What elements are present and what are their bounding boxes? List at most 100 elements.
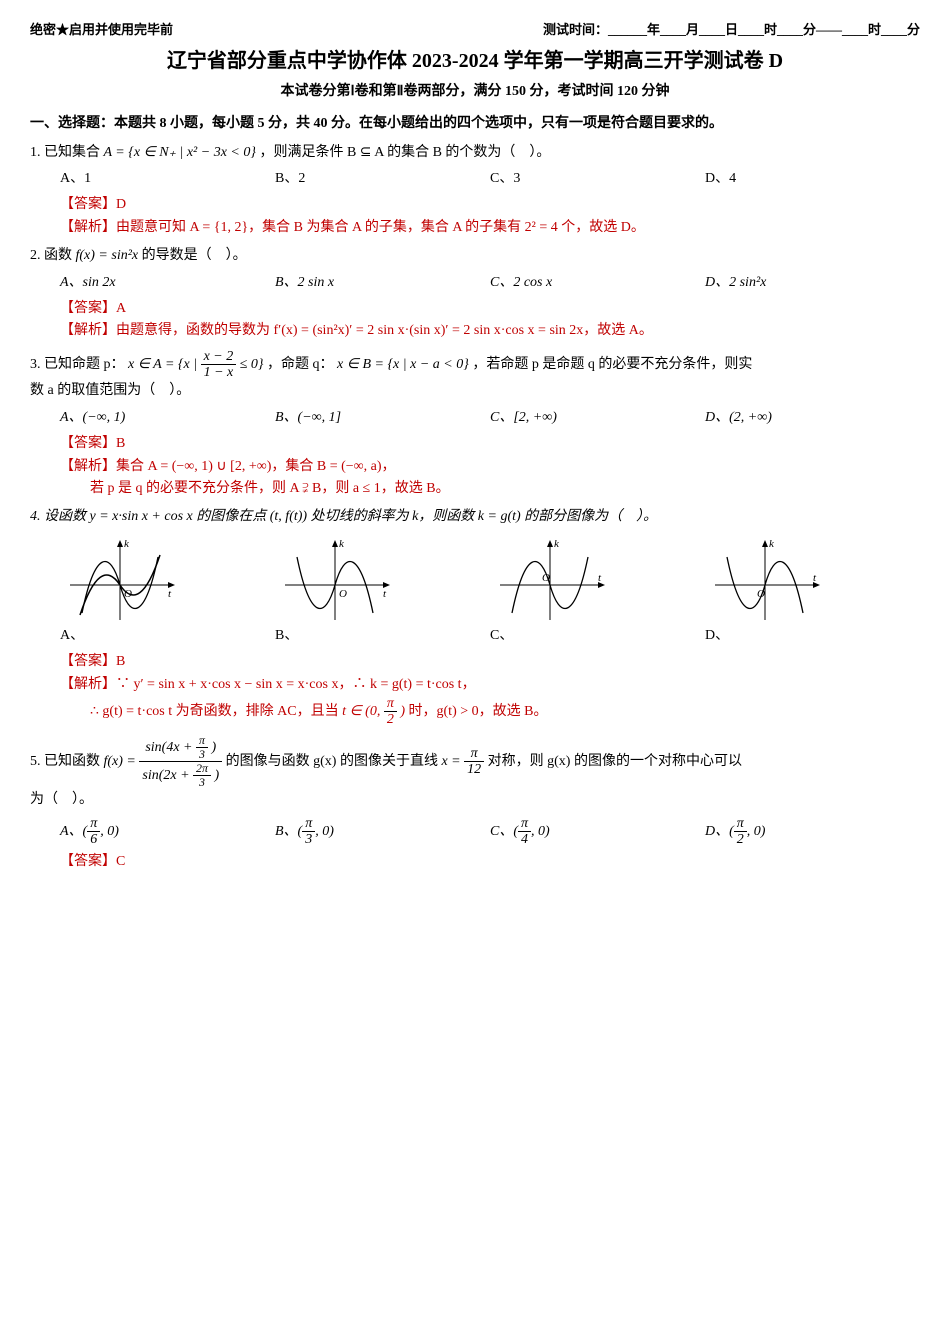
q3-frac-den: 1 − x [201, 365, 237, 380]
q4-analysis1: 【解析】∵ y′ = sin x + x·cos x − sin x = x·c… [60, 674, 920, 696]
svg-text:t: t [168, 588, 172, 600]
q5-optA-p: A、( [60, 824, 87, 839]
svg-text:t: t [813, 572, 817, 584]
q1-optC: C、3 [490, 168, 705, 190]
q5-optB: B、(π3, 0) [275, 816, 490, 848]
q1-optB: B、2 [275, 168, 490, 190]
q5-num-frac-den: 3 [196, 748, 208, 761]
question-2: 2. 函数 f(x) = sin²x 的导数是（ ）。 [30, 245, 920, 267]
svg-text:k: k [124, 538, 130, 550]
q5-optB-num: π [302, 816, 315, 832]
question-4: 4. 设函数 y = x·sin x + cos x 的图像在点 (t, f(t… [30, 506, 920, 528]
q4-an2-close: ) [400, 704, 405, 719]
q3-mid: ，命题 q： [267, 357, 334, 372]
q3-optA: A、(−∞, 1) [60, 407, 275, 429]
q1-answer: 【答案】D [60, 194, 920, 216]
q5-x-num: π [464, 746, 484, 762]
q1-math: A = {x ∈ N₊ | x² − 3x < 0} [104, 145, 256, 160]
q5-num-frac-num: π [196, 734, 208, 748]
question-1: 1. 已知集合 A = {x ∈ N₊ | x² − 3x < 0} ，则满足条… [30, 142, 920, 164]
q4-optD-label: D、 [705, 625, 920, 647]
q4-optA-label: A、 [60, 625, 275, 647]
svg-text:O: O [339, 588, 347, 600]
svg-text:t: t [598, 572, 602, 584]
svg-text:O: O [124, 588, 132, 600]
q5-optC-p: C、( [490, 824, 518, 839]
question-3: 3. 已知命题 p： x ∈ A = {x | x − 2 1 − x ≤ 0}… [30, 349, 920, 381]
svg-text:O: O [542, 572, 550, 584]
q3-analysis1: 【解析】集合 A = (−∞, 1) ∪ [2, +∞)，集合 B = (−∞,… [60, 456, 920, 478]
title: 辽宁省部分重点中学协作体 2023-2024 学年第一学期高三开学测试卷 D [30, 45, 920, 77]
q4-an2-num: π [384, 696, 397, 712]
q2-optA: A、sin 2x [60, 272, 275, 294]
svg-text:k: k [339, 538, 345, 550]
q5-num-close: ) [211, 740, 216, 755]
q2-optD: D、2 sin²x [705, 272, 920, 294]
q4-an2-suffix: 时，g(t) > 0，故选 B。 [409, 704, 548, 719]
q4-graph-C: k O t C、 [490, 535, 705, 647]
q5-optB-den: 3 [302, 832, 315, 847]
q5-optC: C、(π4, 0) [490, 816, 705, 848]
q4-graph-D: k O t D、 [705, 535, 920, 647]
q3-math3: x ∈ B = {x | x − a < 0} [337, 357, 469, 372]
svg-text:k: k [769, 538, 775, 550]
q5-optA-num: π [87, 816, 100, 832]
subtitle: 本试卷分第Ⅰ卷和第Ⅱ卷两部分，满分 150 分，考试时间 120 分钟 [30, 81, 920, 103]
graph-B-svg: k O t [275, 535, 395, 625]
svg-text:O: O [757, 588, 765, 600]
q4-graph-A: k O t A、 [60, 535, 275, 647]
q5-optA-den: 6 [87, 832, 100, 847]
q5-optB-p: B、( [275, 824, 302, 839]
q3-prefix: 3. 已知命题 p： [30, 357, 125, 372]
header-left: 绝密★启用并使用完毕前 [30, 20, 173, 41]
q2-optC: C、2 cos x [490, 272, 705, 294]
q5-f-label: f(x) = [104, 754, 136, 769]
q3-analysis2: 若 p 是 q 的必要不充分条件，则 A ⫌ B，则 a ≤ 1，故选 B。 [90, 478, 920, 500]
q3-math1: x ∈ A = {x | [128, 357, 197, 372]
q5-big-den: sin(2x + 2π 3 ) [139, 762, 222, 789]
graph-A-svg: k O t [60, 535, 180, 625]
q5-answer: 【答案】C [60, 851, 920, 873]
q5-suffix1: 对称，则 g(x) 的图像的一个对称中心可以 [488, 754, 742, 769]
q3-suffix: ，若命题 p 是命题 q 的必要不充分条件，则实 [472, 357, 752, 372]
q4-answer: 【答案】B [60, 651, 920, 673]
q4-an2-den: 2 [384, 712, 397, 727]
q5-den-frac-den: 3 [193, 776, 211, 789]
q4-graph-B: k O t B、 [275, 535, 490, 647]
q2-answer: 【答案】A [60, 298, 920, 320]
q5-num-label: sin(4x + [145, 740, 192, 755]
svg-text:k: k [554, 538, 560, 550]
q5-optD: D、(π2, 0) [705, 816, 920, 848]
q2-optB: B、2 sin x [275, 272, 490, 294]
q5-optD-den: 2 [734, 832, 747, 847]
q4-optC-label: C、 [490, 625, 705, 647]
q4-stem: 4. 设函数 y = x·sin x + cos x 的图像在点 (t, f(t… [30, 509, 657, 524]
q5-optD-s: , 0) [747, 824, 766, 839]
q3-options: A、(−∞, 1) B、(−∞, 1] C、[2, +∞) D、(2, +∞) [60, 407, 920, 429]
q3-math2: ≤ 0} [240, 357, 264, 372]
q1-analysis: 【解析】由题意可知 A = {1, 2}，集合 B 为集合 A 的子集，集合 A… [60, 217, 920, 239]
q5-optC-s: , 0) [531, 824, 550, 839]
q3-optD: D、(2, +∞) [705, 407, 920, 429]
q3-optB: B、(−∞, 1] [275, 407, 490, 429]
q4-analysis2: ∴ g(t) = t·cos t 为奇函数，排除 AC，且当 t ∈ (0, π… [90, 696, 920, 728]
q1-prefix: 1. 已知集合 [30, 145, 104, 160]
svg-text:t: t [383, 588, 387, 600]
q1-options: A、1 B、2 C、3 D、4 [60, 168, 920, 190]
q3-optC: C、[2, +∞) [490, 407, 705, 429]
q5-optC-num: π [518, 816, 531, 832]
q2-prefix: 2. 函数 [30, 248, 76, 263]
q5-options: A、(π6, 0) B、(π3, 0) C、(π4, 0) D、(π2, 0) [60, 816, 920, 848]
q2-suffix: 的导数是（ ）。 [142, 248, 247, 263]
q5-optD-num: π [734, 816, 747, 832]
graph-C-svg: k O t [490, 535, 610, 625]
q3-line2: 数 a 的取值范围为（ ）。 [30, 380, 920, 402]
q4-optB-label: B、 [275, 625, 490, 647]
q5-den-close: ) [214, 768, 219, 783]
section-head-1: 一、选择题：本题共 8 小题，每小题 5 分，共 40 分。在每小题给出的四个选… [30, 113, 920, 135]
q1-suffix: ，则满足条件 B ⊆ A 的集合 B 的个数为（ ）。 [259, 145, 550, 160]
question-5: 5. 已知函数 f(x) = sin(4x + π 3 ) sin(2x + 2… [30, 734, 920, 789]
q5-line2: 为（ ）。 [30, 789, 920, 811]
q5-x-den: 12 [464, 762, 484, 777]
q1-optD: D、4 [705, 168, 920, 190]
